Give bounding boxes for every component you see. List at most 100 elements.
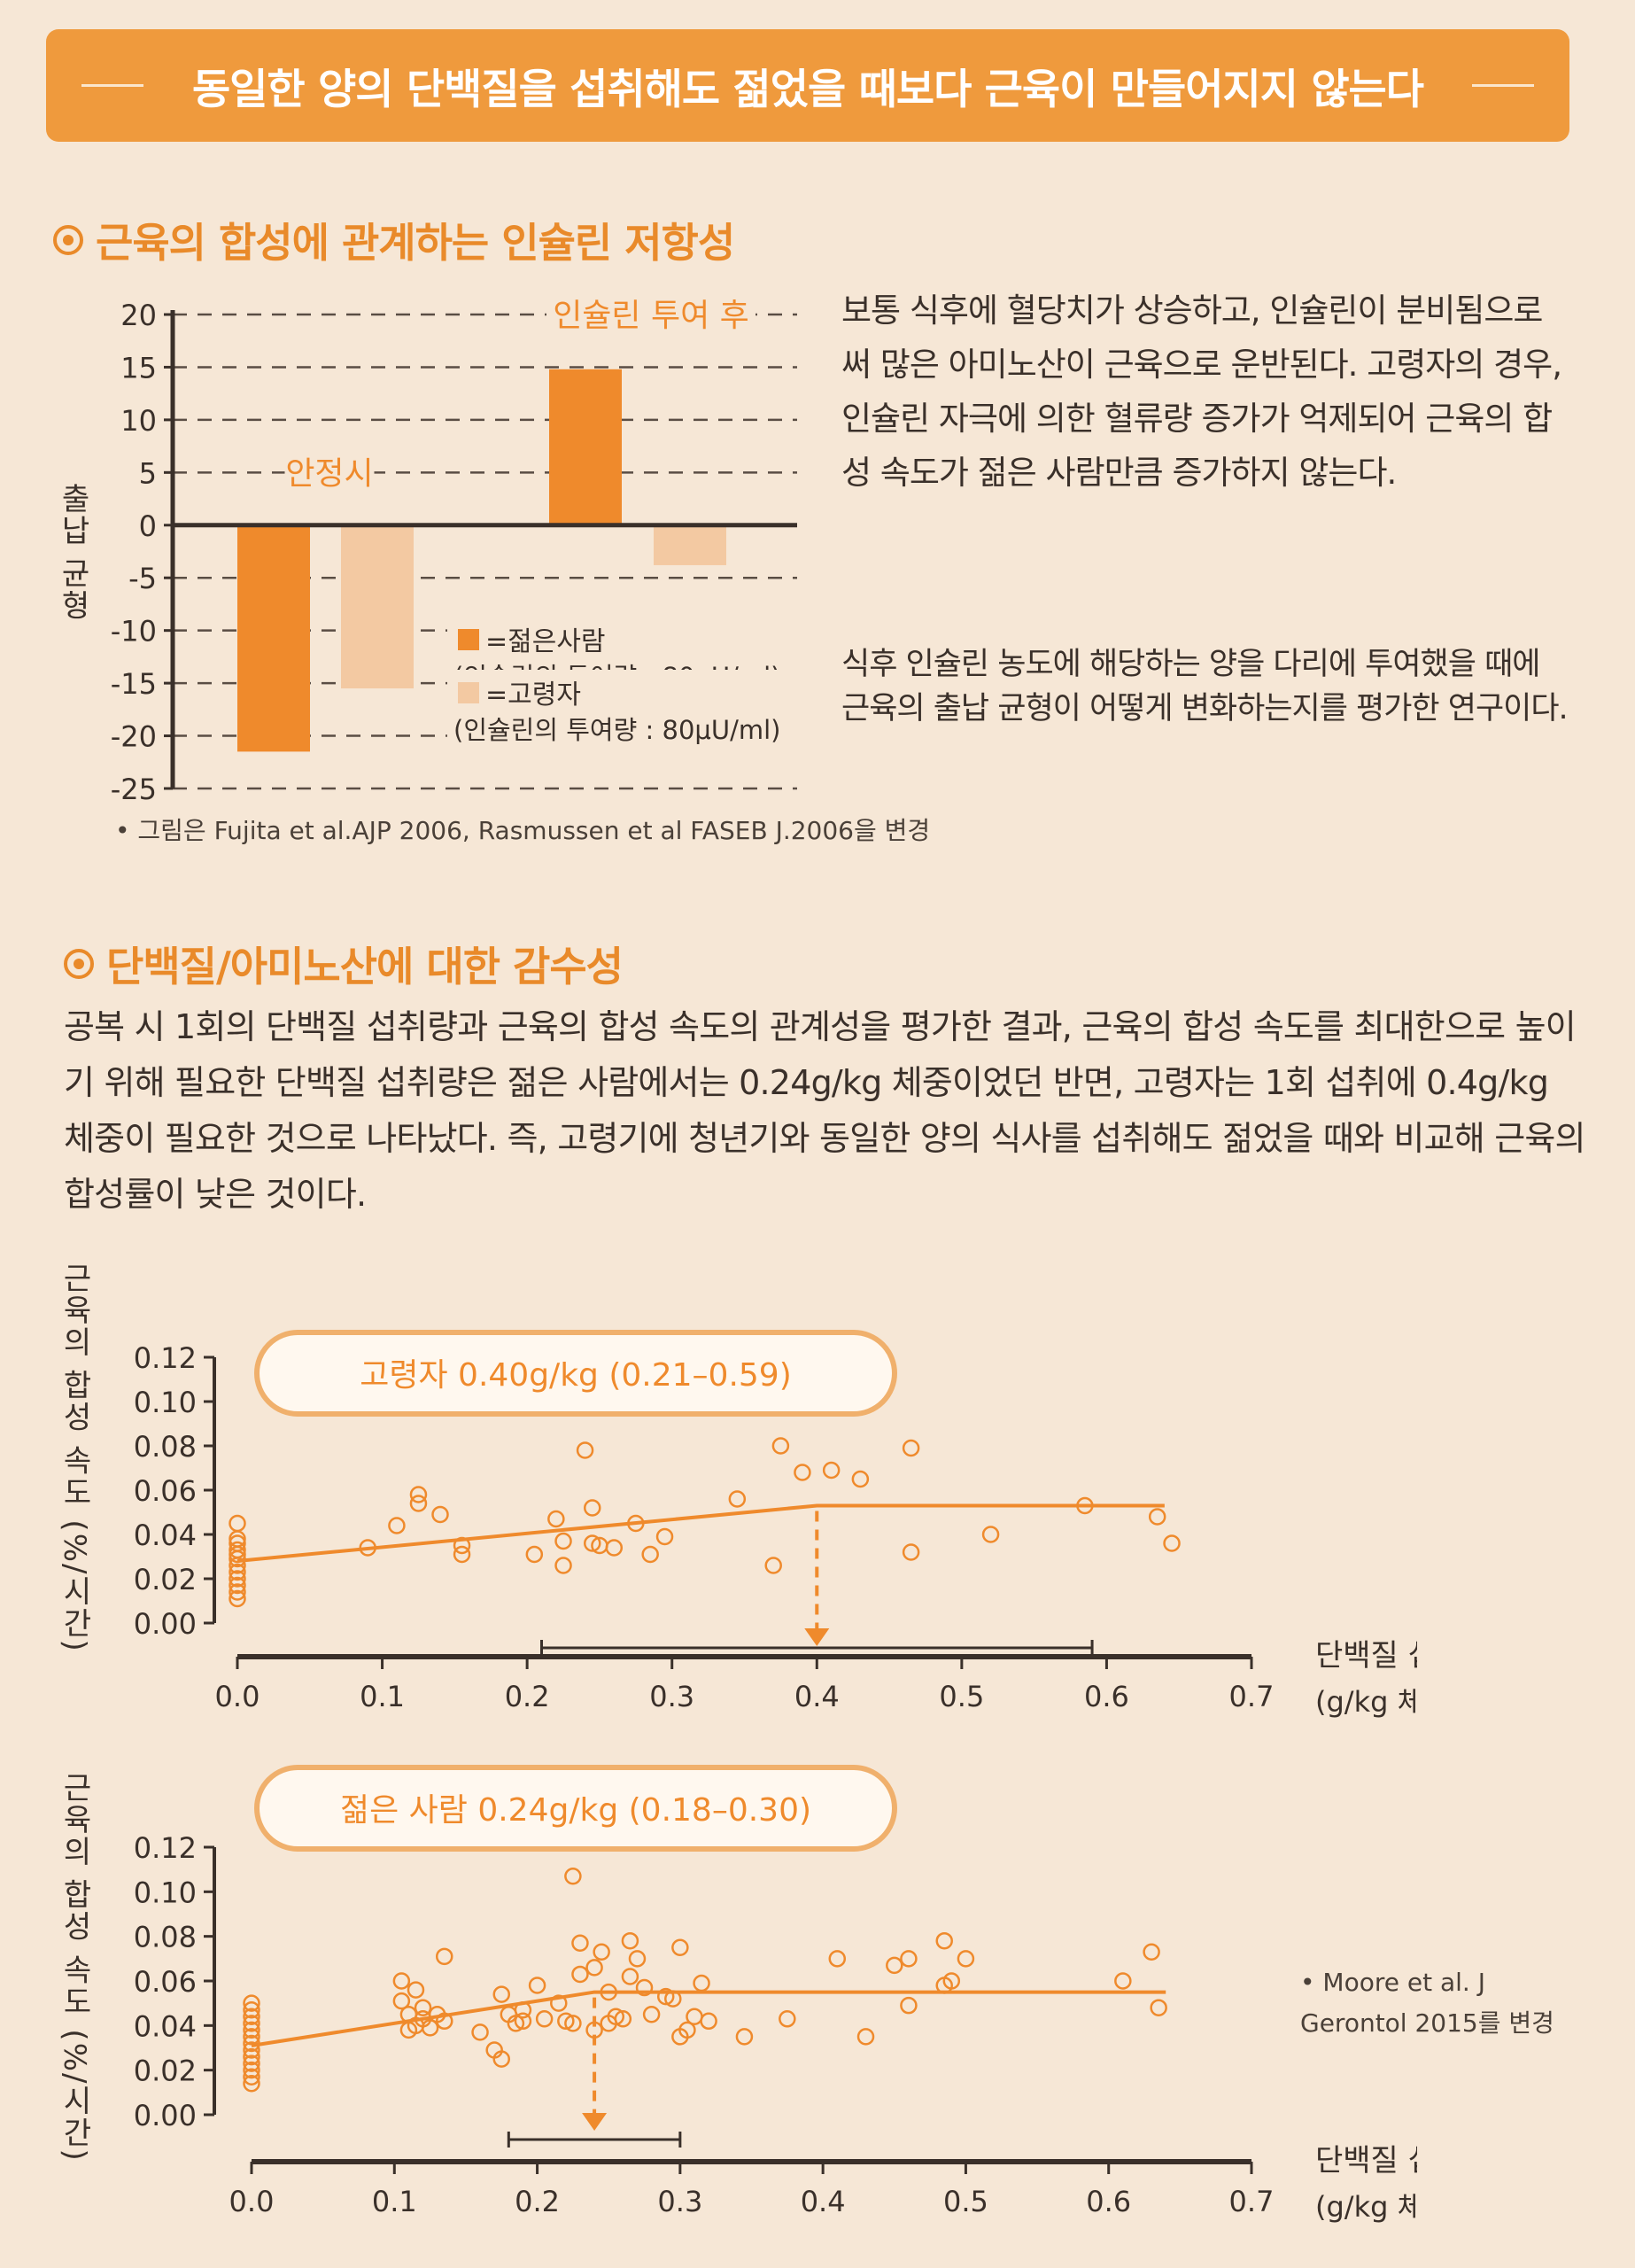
banner-dash-right (1472, 84, 1534, 87)
scatter-chart-young: 젊은 사람 0.24g/kg (0.18–0.30) 0.12 0.10 0.08 0.… (134, 1765, 1417, 2224)
data-point (981, 1526, 1000, 1543)
breakpoint-pill (254, 1330, 897, 1417)
x-tick-label: 0.5 (939, 1680, 984, 1713)
data-point (1143, 1943, 1160, 1961)
x-tick-label: 0.4 (794, 1680, 840, 1713)
data-point (243, 2075, 260, 2093)
bar-young (549, 369, 622, 525)
data-point (607, 2008, 625, 2026)
y-tick-label: 0.00 (134, 1607, 197, 1641)
bar-old (341, 524, 414, 689)
y-tick-label: 0.12 (134, 1341, 197, 1375)
section2-heading: 단백질/아미노산에 대한 감수성 (64, 935, 624, 993)
section2-heading-text: 단백질/아미노산에 대한 감수성 (106, 943, 624, 990)
data-point (471, 2023, 489, 2041)
data-point (243, 2015, 260, 2032)
fit-line (236, 1503, 1165, 1563)
data-point (1163, 1534, 1181, 1552)
x-tick-label: 0.0 (229, 2185, 275, 2218)
data-point (229, 1583, 246, 1601)
data-point (243, 2034, 260, 2053)
x-tick-label: 0.4 (801, 2185, 846, 2218)
x-axis-label: 단백질 섭취량 (1315, 2143, 1417, 2179)
data-point (554, 1532, 572, 1550)
data-point (678, 2021, 696, 2039)
y-tick-label: 0.10 (134, 1386, 197, 1419)
bar-young (237, 524, 310, 752)
data-point (392, 1972, 411, 1990)
fit-line (251, 1990, 1166, 2047)
group-label-bg (546, 293, 756, 336)
data-point (229, 1514, 246, 1533)
y-tick-label: 0.08 (134, 1430, 197, 1464)
breakpoint-label: 젊은 사람 0.24g/kg (0.18–0.30) (340, 1792, 811, 1829)
section1-heading: 근육의 합성에 관계하는 인슐린 저항성 (53, 211, 735, 269)
x-tick-label: 0.7 (1229, 2185, 1275, 2218)
data-point (392, 1992, 411, 2010)
data-point (641, 1545, 659, 1564)
scatter-young-ylabel: 근육의 합성 속도 (%/시간) (57, 1772, 92, 2163)
y-tick-label: 10 (120, 404, 157, 438)
data-point (584, 1534, 601, 1552)
breakpoint-label: 고령자 0.40g/kg (0.21–0.59) (360, 1357, 792, 1394)
data-point (900, 1950, 918, 1968)
data-point (243, 2008, 260, 2026)
data-point (902, 1543, 920, 1561)
data-point (414, 1999, 432, 2016)
data-point (664, 1990, 682, 2008)
y-tick-label: -10 (111, 615, 157, 649)
y-tick-label: 0.12 (134, 1831, 197, 1865)
data-point (779, 2010, 796, 2028)
data-point (1076, 1496, 1094, 1515)
target-bullet-icon (53, 225, 83, 255)
y-tick-label: 15 (120, 351, 157, 384)
x-tick-label: 0.3 (657, 2185, 702, 2218)
data-point (935, 1931, 953, 1950)
x-tick-label: 0.1 (372, 2185, 417, 2218)
breakpoint-pill (254, 1765, 897, 1852)
data-point (900, 1996, 918, 2015)
data-point (243, 2021, 260, 2039)
data-point (507, 2015, 525, 2032)
group-label: 인슐린 투여 후 (553, 298, 749, 334)
y-tick-label: -5 (128, 562, 157, 595)
data-point (243, 1994, 260, 2012)
banner-title: 동일한 양의 단백질을 섭취해도 젊었을 때보다 근육이 만들어지지 않는다 (191, 66, 1424, 114)
y-tick-label: 0.10 (134, 1876, 197, 1909)
data-point (571, 1965, 589, 1984)
data-point (1148, 1508, 1166, 1526)
data-point (642, 2006, 661, 2023)
data-point (453, 1536, 471, 1555)
data-point (794, 1464, 811, 1481)
scatter-chart-old: 고령자 0.40g/kg (0.21–0.59) 0.12 0.10 0.08 0.06… (134, 1330, 1417, 1719)
data-point (453, 1545, 471, 1564)
legend-note: (인슐린의 투여량 : 80μU/ml) (453, 715, 780, 745)
data-point (492, 1985, 510, 2003)
data-point (605, 1539, 624, 1557)
data-point (243, 2068, 260, 2085)
data-point (229, 1589, 246, 1608)
data-point (243, 2028, 260, 2046)
data-point (1150, 1999, 1167, 2016)
data-point (564, 2015, 582, 2032)
data-point (851, 1470, 870, 1488)
data-point (700, 2012, 717, 2031)
data-point (243, 2054, 260, 2072)
data-point (229, 1545, 246, 1564)
data-point (388, 1517, 406, 1534)
data-point (693, 1974, 710, 1992)
data-point (621, 1968, 639, 1985)
data-point (886, 1956, 903, 1975)
section1-heading-text: 근육의 합성에 관계하는 인슐린 저항성 (96, 219, 735, 267)
data-point (243, 2000, 260, 2019)
y-tick-label: 0.06 (134, 1965, 197, 1999)
data-point (525, 1545, 544, 1564)
data-point (628, 1950, 647, 1968)
data-point (771, 1437, 790, 1455)
section1-para1: 보통 식후에 혈당치가 상승하고, 인슐린이 분비됨으로써 많은 아미노산이 근… (841, 291, 1562, 492)
y-tick-label: 5 (139, 456, 157, 490)
y-tick-label: -20 (111, 720, 157, 754)
data-point (621, 1931, 639, 1950)
data-point (554, 1557, 572, 1574)
legend-label: =고령자 (485, 680, 581, 711)
